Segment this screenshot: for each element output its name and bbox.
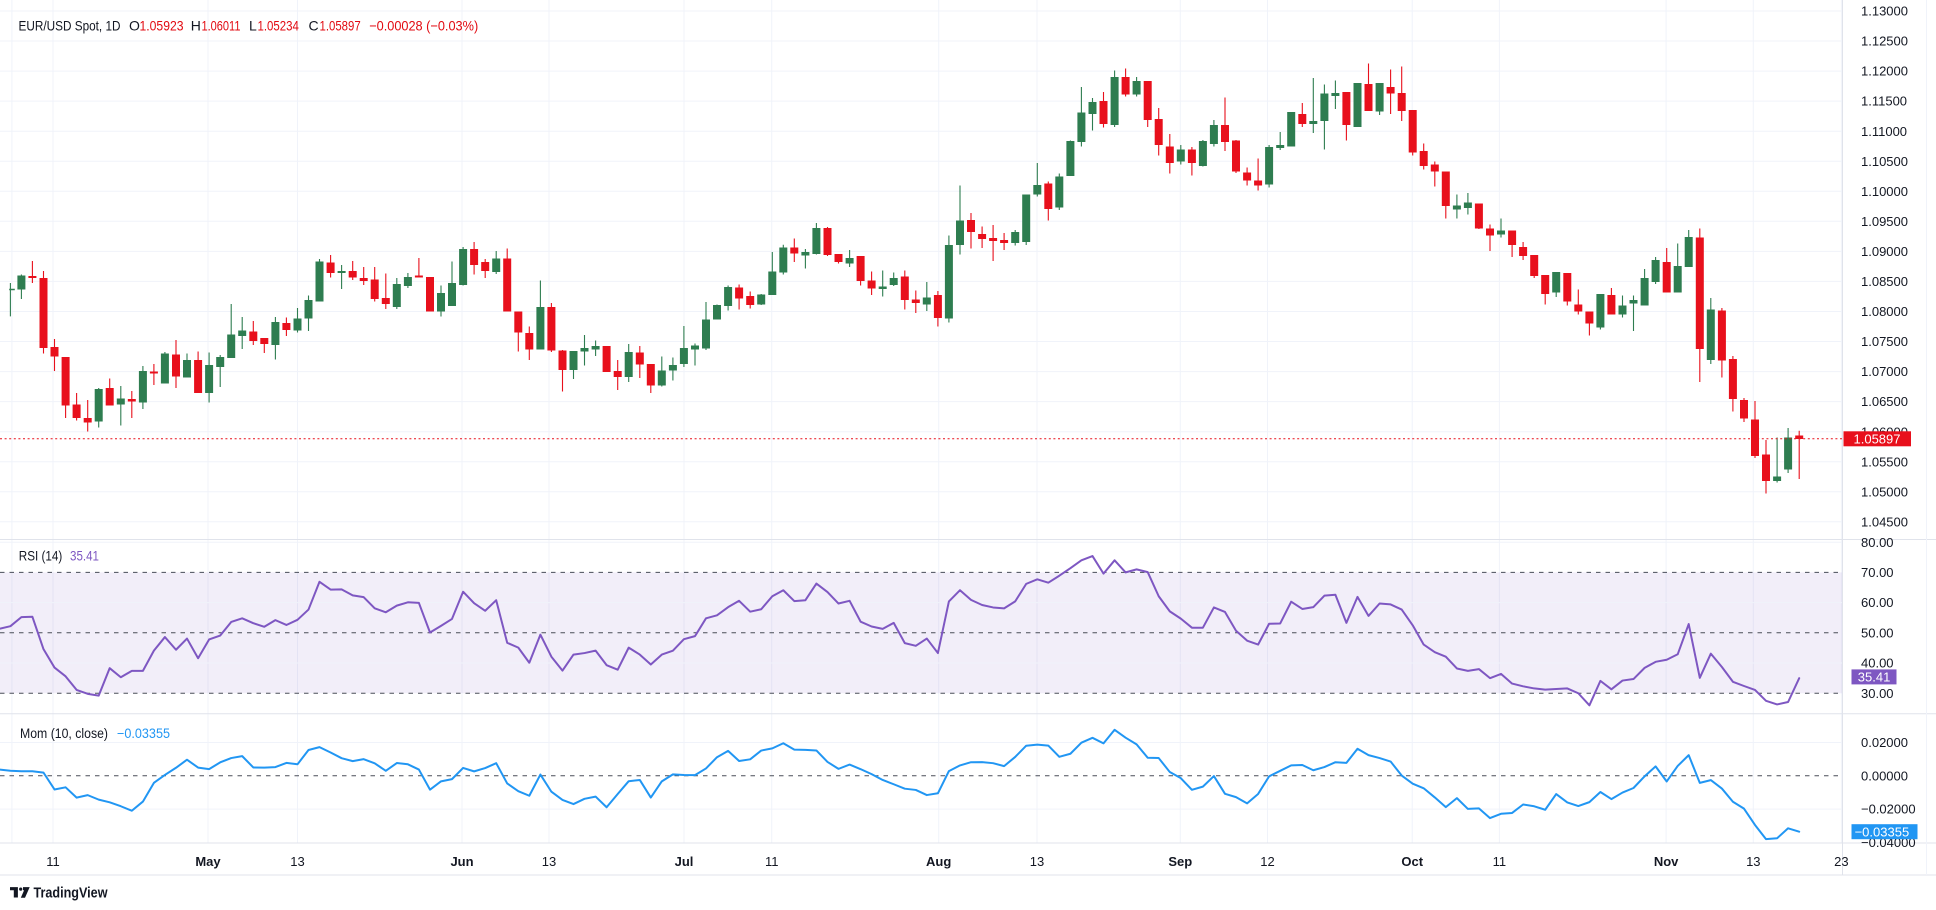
svg-text:1.11000: 1.11000 — [1861, 124, 1907, 139]
svg-text:60.00: 60.00 — [1861, 595, 1894, 610]
svg-text:70.00: 70.00 — [1861, 565, 1894, 580]
svg-text:Jul: Jul — [675, 854, 694, 869]
svg-text:11: 11 — [765, 854, 779, 869]
svg-text:1.10500: 1.10500 — [1861, 154, 1908, 169]
svg-text:TradingView: TradingView — [34, 885, 108, 902]
svg-text:Oct: Oct — [1401, 854, 1423, 869]
svg-text:Aug: Aug — [926, 854, 951, 869]
svg-text:1.12000: 1.12000 — [1861, 64, 1908, 79]
svg-text:0.02000: 0.02000 — [1861, 735, 1908, 750]
svg-text:Sep: Sep — [1168, 854, 1192, 869]
svg-text:1.06011: 1.06011 — [202, 18, 241, 34]
svg-text:1.05897: 1.05897 — [1854, 431, 1901, 446]
svg-text:1.09000: 1.09000 — [1861, 244, 1908, 259]
svg-text:13: 13 — [1746, 854, 1760, 869]
svg-text:1.08500: 1.08500 — [1861, 274, 1908, 289]
svg-text:1.05923: 1.05923 — [140, 18, 184, 34]
svg-text:May: May — [195, 854, 221, 869]
svg-text:C: C — [309, 18, 319, 34]
svg-text:35.41: 35.41 — [70, 549, 99, 564]
svg-text:Mom (10, close): Mom (10, close) — [20, 726, 108, 741]
svg-text:30.00: 30.00 — [1861, 686, 1894, 701]
svg-text:Nov: Nov — [1654, 854, 1679, 869]
svg-text:O: O — [129, 18, 140, 34]
svg-text:−0.03355: −0.03355 — [1855, 824, 1910, 839]
svg-text:−0.02000: −0.02000 — [1861, 802, 1916, 817]
svg-text:EUR/USD Spot, 1D: EUR/USD Spot, 1D — [19, 18, 121, 34]
svg-text:1.09500: 1.09500 — [1861, 214, 1908, 229]
svg-text:80.00: 80.00 — [1861, 535, 1894, 550]
svg-text:1.11500: 1.11500 — [1861, 94, 1907, 109]
svg-text:13: 13 — [1030, 854, 1044, 869]
svg-text:1.05234: 1.05234 — [258, 18, 299, 34]
svg-text:Jun: Jun — [450, 854, 473, 869]
svg-text:−0.00028 (−0.03%): −0.00028 (−0.03%) — [369, 18, 478, 34]
svg-text:1.05897: 1.05897 — [320, 18, 361, 34]
svg-text:13: 13 — [290, 854, 304, 869]
svg-text:13: 13 — [542, 854, 556, 869]
svg-text:1.07500: 1.07500 — [1861, 334, 1908, 349]
svg-text:−0.03355: −0.03355 — [117, 726, 170, 741]
svg-text:1.04500: 1.04500 — [1861, 514, 1908, 529]
svg-text:11: 11 — [1493, 854, 1507, 869]
svg-text:40.00: 40.00 — [1861, 656, 1894, 671]
svg-text:H: H — [191, 18, 201, 34]
svg-text:1.10000: 1.10000 — [1861, 184, 1908, 199]
svg-text:0.00000: 0.00000 — [1861, 768, 1908, 783]
svg-text:1.07000: 1.07000 — [1861, 364, 1908, 379]
svg-text:35.41: 35.41 — [1858, 670, 1891, 685]
svg-text:1.08000: 1.08000 — [1861, 304, 1908, 319]
svg-text:L: L — [249, 18, 257, 34]
svg-text:1.06500: 1.06500 — [1861, 394, 1908, 409]
svg-text:11: 11 — [46, 854, 60, 869]
svg-text:50.00: 50.00 — [1861, 625, 1894, 640]
svg-text:1.12500: 1.12500 — [1861, 34, 1908, 49]
svg-text:12: 12 — [1260, 854, 1274, 869]
svg-text:1.05500: 1.05500 — [1861, 454, 1908, 469]
svg-text:23: 23 — [1834, 854, 1848, 869]
svg-text:RSI (14): RSI (14) — [19, 549, 63, 564]
svg-text:1.05000: 1.05000 — [1861, 484, 1908, 499]
svg-text:1.13000: 1.13000 — [1861, 4, 1908, 19]
